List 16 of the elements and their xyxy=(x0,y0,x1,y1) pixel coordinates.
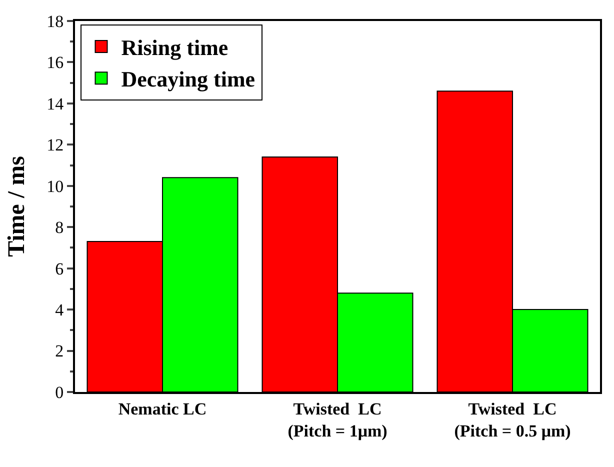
x-tick-label: Twisted LC (Pitch = 0.5 μm) xyxy=(454,399,571,440)
y-tick-label: 16 xyxy=(46,53,64,72)
y-tick-label: 8 xyxy=(55,218,64,238)
y-tick-label: 4 xyxy=(55,300,64,320)
legend-label: Decaying time xyxy=(121,66,256,92)
x-tick-label: Nematic LC xyxy=(118,399,207,418)
legend-label: Rising time xyxy=(121,35,228,60)
y-tick-label: 10 xyxy=(46,176,64,196)
y-tick-label: 6 xyxy=(55,259,64,278)
y-tick-label: 12 xyxy=(46,136,64,155)
y-tick-label: 18 xyxy=(46,12,64,31)
y-axis-title: Time / ms xyxy=(4,156,30,257)
y-tick-label: 0 xyxy=(55,382,64,402)
y-tick-label: 2 xyxy=(55,342,64,361)
y-tick-label: 14 xyxy=(46,94,64,114)
x-tick-label: Twisted LC (Pitch = 1μm) xyxy=(288,399,388,440)
